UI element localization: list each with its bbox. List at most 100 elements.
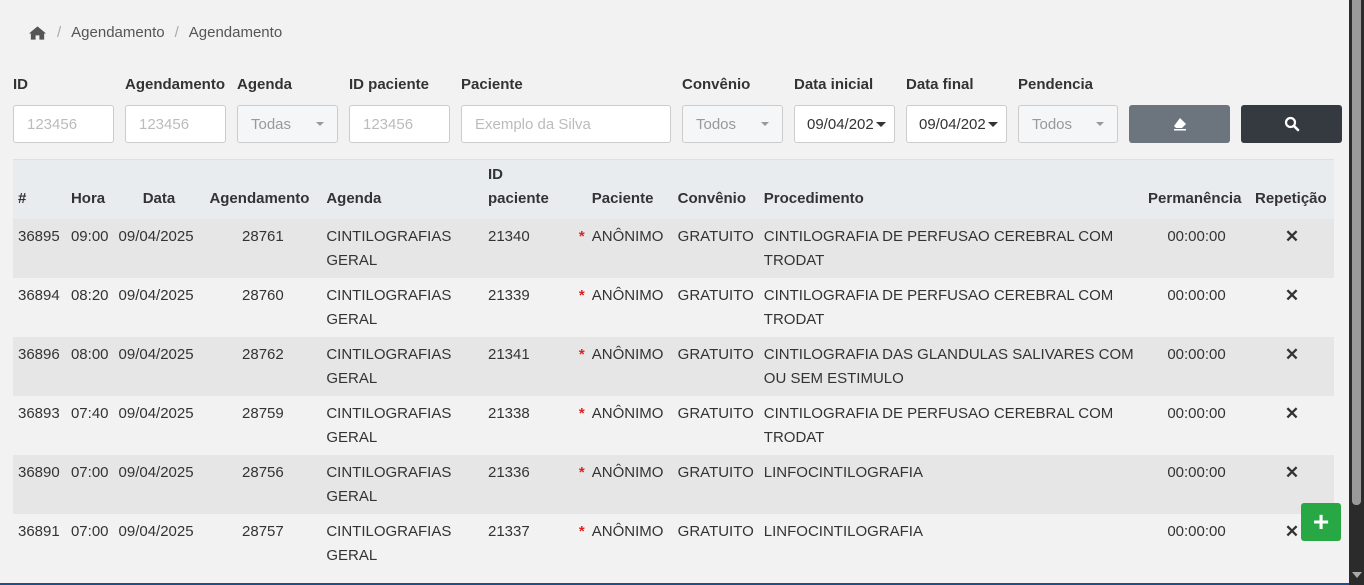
cell-hora: 07:40 — [70, 404, 109, 422]
cell-procedimento: CINTILOGRAFIA DE PERFUSAO CEREBRAL COM T… — [763, 227, 1114, 269]
col-mark — [567, 160, 587, 219]
cell-mark: * — [578, 463, 585, 481]
cell-data: 09/04/2025 — [118, 522, 194, 540]
col-agenda[interactable]: Agenda — [326, 189, 382, 207]
cell-hora: 07:00 — [70, 522, 109, 540]
paciente-label: Paciente — [461, 76, 523, 93]
search-button[interactable] — [1241, 105, 1342, 143]
id-paciente-input[interactable]: 123456 — [349, 105, 450, 143]
dropdown-icon — [988, 121, 998, 127]
cell-convenio: GRATUITO — [677, 345, 754, 363]
cell-agendamento: 28759 — [242, 404, 284, 422]
cell-permanencia: 00:00:00 — [1167, 463, 1226, 481]
cell-id: 36895 — [18, 227, 60, 245]
table-row[interactable]: 36890 07:00 09/04/2025 28756 CINTILOGRAFIAS … — [13, 454, 1334, 514]
cell-id: 36891 — [18, 522, 60, 540]
col-id-paciente[interactable]: ID paciente — [488, 165, 549, 207]
vertical-scrollbar[interactable] — [1349, 0, 1364, 585]
agenda-select[interactable]: Todas — [237, 105, 338, 143]
breadcrumb-separator: / — [174, 24, 179, 41]
col-data[interactable]: Data — [142, 189, 176, 207]
cell-agenda: CINTILOGRAFIAS GERAL — [326, 227, 452, 269]
cell-hora: 08:20 — [70, 286, 109, 304]
cell-id-paciente: 21340 — [488, 227, 530, 245]
agenda-value: Todas — [251, 115, 292, 133]
cell-convenio: GRATUITO — [677, 463, 754, 481]
paciente-input[interactable]: Exemplo da Silva — [461, 105, 671, 143]
cell-agendamento: 28756 — [242, 463, 284, 481]
repeat-x-icon[interactable]: ✕ — [1284, 285, 1300, 305]
repeat-x-icon[interactable]: ✕ — [1284, 403, 1300, 423]
cell-procedimento: CINTILOGRAFIA DE PERFUSAO CEREBRAL COM T… — [763, 404, 1114, 446]
cell-permanencia: 00:00:00 — [1167, 522, 1226, 540]
scroll-down-arrow-icon[interactable] — [1352, 572, 1362, 578]
data-inicial-input[interactable]: 09/04/202 — [794, 105, 895, 143]
col-id[interactable]: # — [18, 189, 27, 207]
repeat-x-icon[interactable]: ✕ — [1284, 344, 1300, 364]
data-final-label: Data final — [906, 76, 974, 93]
cell-paciente: ANÔNIMO — [591, 522, 664, 540]
cell-procedimento: CINTILOGRAFIA DAS GLANDULAS SALIVARES CO… — [763, 345, 1134, 387]
convenio-select[interactable]: Todos — [682, 105, 783, 143]
col-permanencia[interactable]: Permanência — [1148, 189, 1242, 207]
cell-convenio: GRATUITO — [677, 227, 754, 245]
cell-agendamento: 28757 — [242, 522, 284, 540]
table-row[interactable]: 36891 07:00 09/04/2025 28757 CINTILOGRAFIAS … — [13, 513, 1334, 573]
cell-id-paciente: 21341 — [488, 345, 530, 363]
clear-filters-button[interactable] — [1129, 105, 1230, 143]
repeat-x-icon[interactable]: ✕ — [1284, 462, 1300, 482]
agendamento-input[interactable]: 123456 — [125, 105, 226, 143]
cell-agenda: CINTILOGRAFIAS GERAL — [326, 404, 452, 446]
cell-agenda: CINTILOGRAFIAS GERAL — [326, 286, 452, 328]
pendencia-label: Pendencia — [1018, 76, 1094, 93]
cell-id: 36893 — [18, 404, 60, 422]
breadcrumb-item[interactable]: Agendamento — [71, 24, 165, 41]
cell-hora: 08:00 — [70, 345, 109, 363]
repeat-x-icon[interactable]: ✕ — [1284, 521, 1300, 541]
convenio-label: Convênio — [682, 76, 751, 93]
cell-id: 36890 — [18, 463, 60, 481]
cell-permanencia: 00:00:00 — [1167, 404, 1226, 422]
agenda-label: Agenda — [237, 76, 293, 93]
col-agendamento[interactable]: Agendamento — [209, 189, 310, 207]
cell-agenda: CINTILOGRAFIAS GERAL — [326, 522, 452, 564]
table-row[interactable]: 36895 09:00 09/04/2025 28761 CINTILOGRAFIAS … — [13, 218, 1334, 278]
cell-convenio: GRATUITO — [677, 404, 754, 422]
data-final-input[interactable]: 09/04/202 — [906, 105, 1007, 143]
col-procedimento[interactable]: Procedimento — [763, 189, 864, 207]
repeat-x-icon[interactable]: ✕ — [1284, 226, 1300, 246]
cell-mark: * — [578, 345, 585, 363]
cell-agenda: CINTILOGRAFIAS GERAL — [326, 463, 452, 505]
cell-paciente: ANÔNIMO — [591, 345, 664, 363]
cell-permanencia: 00:00:00 — [1167, 286, 1226, 304]
convenio-value: Todos — [696, 115, 737, 133]
cell-id-paciente: 21339 — [488, 286, 530, 304]
scrollbar-thumb[interactable] — [1352, 0, 1361, 505]
col-hora[interactable]: Hora — [70, 189, 106, 207]
col-paciente[interactable]: Paciente — [591, 189, 654, 207]
cell-data: 09/04/2025 — [118, 227, 194, 245]
col-repeticao[interactable]: Repetição — [1254, 189, 1327, 207]
data-inicial-value: 09/04/202 — [807, 115, 874, 133]
cell-agendamento: 28760 — [242, 286, 284, 304]
cell-data: 09/04/2025 — [118, 345, 194, 363]
add-button[interactable]: + — [1301, 503, 1341, 541]
chevron-down-icon — [316, 122, 324, 126]
agendamento-label: Agendamento — [125, 76, 226, 93]
pendencia-select[interactable]: Todos — [1018, 105, 1118, 143]
cell-paciente: ANÔNIMO — [591, 227, 664, 245]
table-row[interactable]: 36896 08:00 09/04/2025 28762 CINTILOGRAFIAS … — [13, 336, 1334, 396]
cell-id-paciente: 21336 — [488, 463, 530, 481]
cell-id-paciente: 21337 — [488, 522, 530, 540]
cell-id: 36894 — [18, 286, 60, 304]
col-convenio[interactable]: Convênio — [677, 189, 747, 207]
table-row[interactable]: 36894 08:20 09/04/2025 28760 CINTILOGRAFIAS … — [13, 277, 1334, 337]
cell-id-paciente: 21338 — [488, 404, 530, 422]
id-input[interactable]: 123456 — [13, 105, 114, 143]
home-icon[interactable] — [28, 25, 47, 41]
cell-procedimento: CINTILOGRAFIA DE PERFUSAO CEREBRAL COM T… — [763, 286, 1114, 328]
table-row[interactable]: 36893 07:40 09/04/2025 28759 CINTILOGRAFIAS … — [13, 395, 1334, 455]
breadcrumb-item-current: Agendamento — [188, 24, 283, 41]
cell-agendamento: 28761 — [242, 227, 284, 245]
cell-permanencia: 00:00:00 — [1167, 345, 1226, 363]
